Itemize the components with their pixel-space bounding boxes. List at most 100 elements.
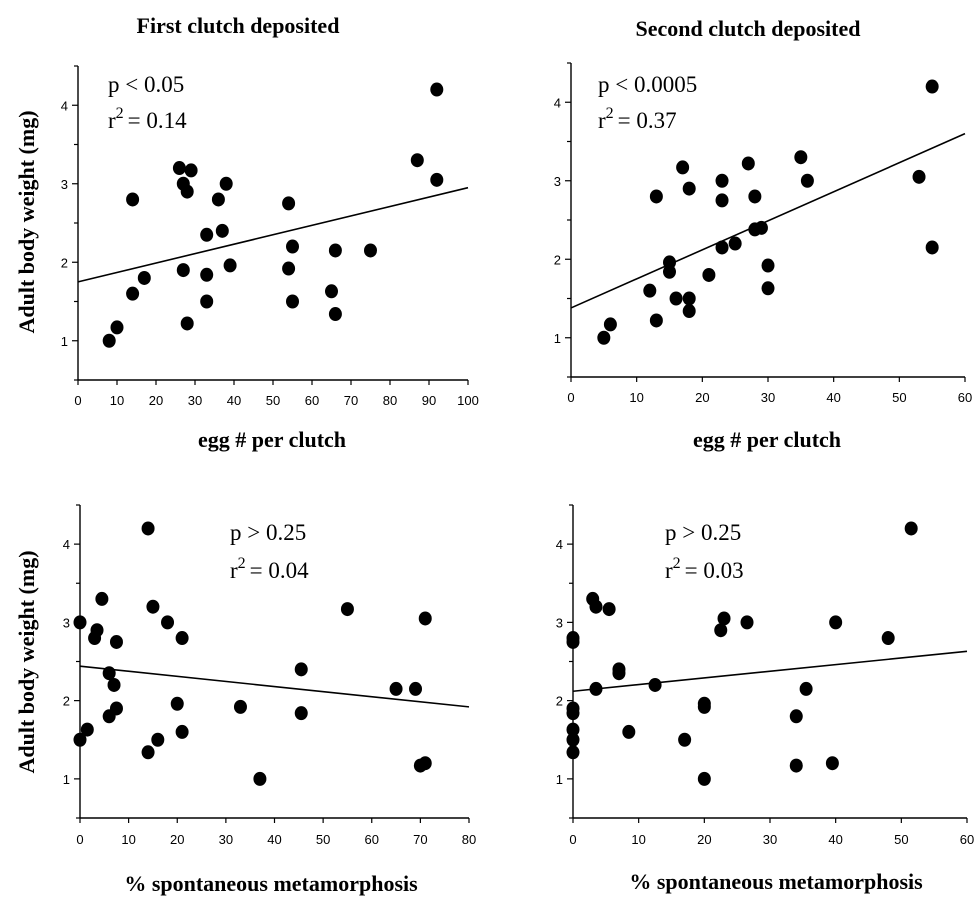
stat-r2: r2 = 0.14 xyxy=(108,105,187,133)
data-point xyxy=(622,724,636,739)
data-point xyxy=(566,706,580,721)
data-point xyxy=(682,304,696,319)
x-tick-label: 0 xyxy=(567,390,574,405)
y-tick-label: 1 xyxy=(61,334,68,349)
x-tick-label: 60 xyxy=(365,832,379,847)
data-point xyxy=(418,611,432,626)
data-point xyxy=(566,722,580,737)
y-axis-label-bottom: Adult body weight (mg) xyxy=(14,550,39,773)
data-point xyxy=(682,291,696,306)
panel-first-clutch: First clutch deposited p < 0.05 r2 = 0.14… xyxy=(61,13,479,452)
stat-r2-prefix: r xyxy=(598,108,606,133)
stat-r2-sup: 2 xyxy=(606,105,614,122)
data-point xyxy=(904,521,918,536)
y-tick-label: 3 xyxy=(63,615,70,630)
x-tick-label: 30 xyxy=(761,390,775,405)
x-tick-label: 40 xyxy=(828,832,842,847)
x-tick-label: 40 xyxy=(826,390,840,405)
data-point xyxy=(925,240,939,255)
x-axis-label: % spontaneous metamorphosis xyxy=(629,869,923,894)
x-tick-label: 60 xyxy=(960,832,974,847)
y-tick-label: 1 xyxy=(556,772,563,787)
x-tick-label: 90 xyxy=(422,393,436,408)
data-point xyxy=(170,696,184,711)
x-tick-label: 50 xyxy=(266,393,280,408)
data-point xyxy=(282,196,296,211)
stat-r2-prefix: r xyxy=(665,558,673,583)
data-point xyxy=(409,681,423,696)
data-point xyxy=(253,771,267,786)
x-tick-label: 0 xyxy=(76,832,83,847)
data-point xyxy=(678,732,692,747)
regression-line xyxy=(79,665,470,708)
stat-r2: r2 = 0.04 xyxy=(230,555,309,583)
stat-r2: r2 = 0.37 xyxy=(598,105,677,133)
data-point xyxy=(286,239,299,254)
x-tick-label: 20 xyxy=(149,393,163,408)
regression-line xyxy=(572,650,968,693)
data-point xyxy=(430,82,444,97)
data-point xyxy=(107,677,121,692)
data-point xyxy=(200,227,214,242)
data-point xyxy=(219,176,233,191)
x-tick-label: 40 xyxy=(267,832,281,847)
panel-metamorphosis-first: p > 0.25 r2 = 0.04 % spontaneous metamorp… xyxy=(63,504,476,896)
x-axis-label: % spontaneous metamorphosis xyxy=(124,871,418,896)
y-tick-label: 2 xyxy=(61,255,68,270)
y-tick-label: 4 xyxy=(554,95,561,110)
y-tick-label: 3 xyxy=(61,177,68,192)
data-point xyxy=(682,181,696,196)
data-point xyxy=(141,745,155,760)
data-point xyxy=(215,223,229,238)
data-point xyxy=(715,193,729,208)
data-point xyxy=(175,631,189,646)
y-tick-label: 4 xyxy=(556,537,563,552)
data-point xyxy=(715,240,729,255)
data-point xyxy=(602,602,616,617)
data-point xyxy=(180,184,194,199)
data-point xyxy=(90,623,104,638)
x-tick-label: 50 xyxy=(892,390,906,405)
x-tick-label: 10 xyxy=(121,832,135,847)
x-tick-label: 30 xyxy=(763,832,777,847)
data-point xyxy=(740,615,754,630)
y-tick-label: 3 xyxy=(554,174,561,189)
data-point xyxy=(829,615,843,630)
regression-line xyxy=(77,186,469,283)
data-point xyxy=(80,722,94,737)
data-point xyxy=(648,677,662,692)
data-point xyxy=(95,591,109,606)
data-point xyxy=(676,160,690,175)
data-point xyxy=(137,270,151,285)
data-point xyxy=(328,243,342,258)
data-point xyxy=(754,220,768,235)
data-point xyxy=(714,623,728,638)
data-point xyxy=(141,521,155,536)
data-point xyxy=(161,615,175,630)
data-point xyxy=(294,662,308,677)
data-point xyxy=(566,745,580,760)
data-point xyxy=(200,294,214,309)
panel-metamorphosis-second: p > 0.25 r2 = 0.03 % spontaneous metamorp… xyxy=(556,504,974,894)
panel-title: Second clutch deposited xyxy=(636,16,861,41)
data-point xyxy=(603,317,617,332)
data-point xyxy=(649,313,663,328)
data-point xyxy=(912,169,926,184)
data-point xyxy=(589,599,603,614)
x-tick-label: 20 xyxy=(695,390,709,405)
data-point xyxy=(669,291,683,306)
stat-r2: r2 = 0.03 xyxy=(665,555,744,583)
x-axis-label: egg # per clutch xyxy=(198,427,346,452)
panel-title: First clutch deposited xyxy=(137,13,340,38)
x-axis-label: egg # per clutch xyxy=(693,427,841,452)
x-tick-label: 10 xyxy=(110,393,124,408)
x-tick-label: 40 xyxy=(227,393,241,408)
x-tick-label: 100 xyxy=(457,393,479,408)
data-point xyxy=(702,267,716,282)
data-point xyxy=(151,732,165,747)
data-point xyxy=(200,267,214,282)
data-point xyxy=(825,756,839,771)
data-point xyxy=(748,189,762,204)
data-point xyxy=(294,706,308,721)
